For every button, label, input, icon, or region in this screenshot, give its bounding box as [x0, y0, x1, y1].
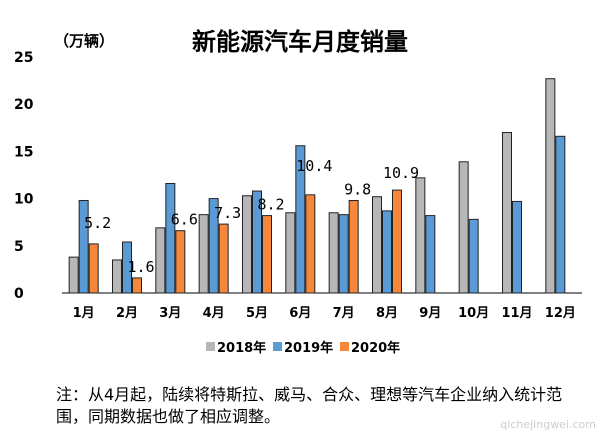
bar-2020年: [218, 223, 229, 294]
x-tick-label: 4月: [203, 306, 225, 321]
data-label: 10.9: [383, 164, 419, 182]
bar-2020年: [305, 194, 316, 294]
y-tick-label: 0: [14, 286, 24, 302]
bar-2019年: [252, 190, 262, 294]
bar-2018年: [458, 161, 469, 294]
bar-2018年: [545, 78, 556, 294]
x-tick-label: 7月: [333, 306, 355, 321]
bar-2020年: [262, 215, 272, 294]
y-tick-label: 5: [14, 239, 24, 255]
bar-2018年: [242, 195, 252, 294]
bar-2019年: [208, 198, 219, 294]
x-tick-label: 6月: [289, 306, 311, 321]
x-tick-label: 2月: [116, 306, 138, 321]
y-tick-label: 25: [14, 50, 33, 66]
bar-2018年: [68, 256, 79, 294]
bar-2018年: [372, 196, 382, 294]
y-tick-label: 15: [14, 144, 33, 160]
bar-2019年: [338, 214, 349, 294]
y-axis-unit: （万辆）: [54, 32, 115, 50]
bar-2020年: [348, 199, 359, 294]
data-label: 1.6: [127, 258, 154, 276]
y-tick-label: 10: [14, 192, 34, 208]
y-tick-label: 20: [14, 97, 34, 113]
x-tick-label: 9月: [419, 306, 441, 321]
x-tick-label: 5月: [246, 306, 268, 321]
bar-2019年: [382, 210, 392, 294]
legend-label: 2018年: [217, 340, 266, 356]
legend-label: 2020年: [351, 340, 400, 356]
x-tick-label: 12月: [545, 306, 576, 321]
bar-2018年: [502, 132, 512, 294]
data-label: 9.8: [344, 180, 371, 198]
data-label: 5.2: [84, 214, 111, 232]
watermark: qichejingwei.com: [500, 418, 596, 431]
footnote: 注：从4月起，陆续将特斯拉、威马、合众、理想等汽车企业纳入统计范围，同期数据也做…: [56, 385, 563, 426]
bar-2018年: [112, 259, 122, 294]
x-tick-label: 1月: [73, 306, 95, 321]
bar-2019年: [122, 241, 132, 294]
legend-swatch: [206, 342, 215, 351]
bar-2020年: [132, 277, 142, 294]
x-tick-label: 3月: [159, 306, 181, 321]
legend-swatch: [273, 342, 282, 351]
x-tick-label: 8月: [376, 306, 398, 321]
bar-2020年: [392, 189, 402, 294]
bar-2020年: [88, 243, 99, 294]
legend-swatch: [340, 342, 349, 351]
bar-2019年: [425, 215, 436, 294]
bar-2019年: [78, 199, 89, 294]
data-label: 10.4: [296, 157, 332, 175]
data-label: 8.2: [257, 196, 284, 214]
bar-2018年: [155, 227, 166, 294]
bar-2018年: [328, 212, 339, 294]
bar-2018年: [285, 212, 296, 294]
bar-2019年: [555, 135, 566, 294]
x-tick-label: 11月: [501, 306, 532, 321]
chart-title: 新能源汽车月度销量: [192, 28, 408, 56]
legend-label: 2019年: [284, 340, 333, 356]
bar-2018年: [198, 214, 209, 294]
bar-2020年: [175, 230, 186, 294]
bar-2019年: [295, 145, 306, 294]
bar-2019年: [512, 200, 522, 294]
data-label: 7.3: [214, 204, 241, 222]
x-tick-label: 10月: [458, 306, 489, 321]
bar-2019年: [165, 182, 176, 294]
bar-chart: 0 5 10 15 20 25 1月 5.2 2月 1.6 3月 6.6 4月 7.3 5月 8.2 6月 10.…: [14, 50, 582, 356]
bar-2019年: [468, 218, 479, 294]
bar-2018年: [415, 177, 426, 294]
data-label: 6.6: [171, 211, 198, 229]
